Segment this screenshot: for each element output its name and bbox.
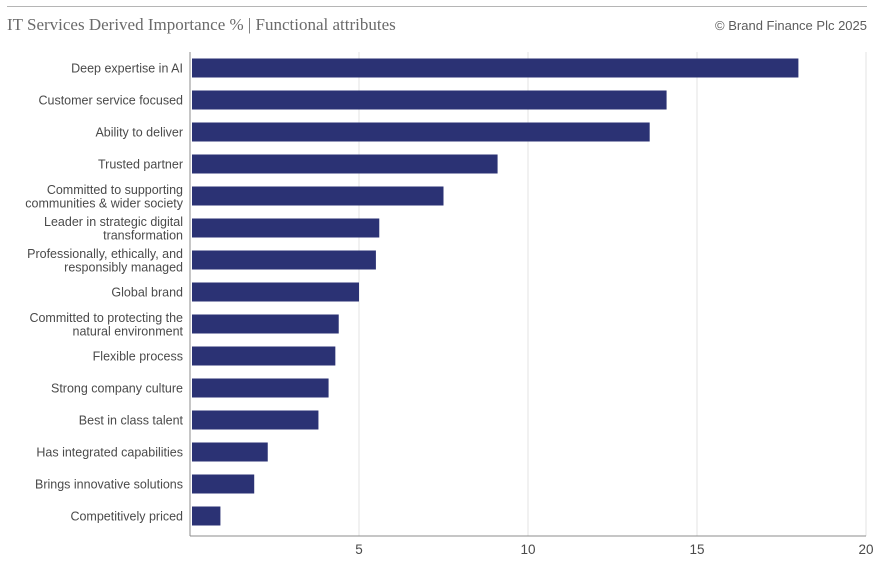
category-label: Brings innovative solutions (35, 478, 183, 492)
category-label: Flexible process (93, 350, 183, 364)
bar (192, 506, 221, 526)
bar (192, 474, 255, 494)
x-tick-label: 10 (520, 542, 535, 557)
bar (192, 378, 329, 398)
chart-title: IT Services Derived Importance % | Funct… (7, 15, 396, 34)
bar (192, 218, 380, 238)
category-label: Has integrated capabilities (36, 446, 183, 460)
category-label: Professionally, ethically, and responsibl… (27, 247, 183, 275)
bar (192, 250, 376, 270)
category-label: Committed to protecting the natural envir… (29, 311, 183, 339)
bar (192, 58, 799, 78)
category-label: Ability to deliver (95, 126, 183, 140)
copyright-credit: © Brand Finance Plc 2025 (715, 18, 867, 33)
category-label: Competitively priced (70, 510, 183, 524)
bar (192, 186, 444, 206)
category-label: Best in class talent (79, 414, 184, 428)
bar (192, 442, 268, 462)
bar (192, 314, 339, 334)
category-label: Global brand (111, 286, 183, 300)
x-tick-label: 20 (858, 542, 873, 557)
x-tick-label: 5 (355, 542, 363, 557)
category-label: Deep expertise in AI (71, 62, 183, 76)
bar (192, 154, 498, 174)
bar (192, 90, 667, 110)
bar (192, 122, 650, 142)
category-label: Strong company culture (51, 382, 183, 396)
bar (192, 410, 319, 430)
category-label: Committed to supporting communities & wid… (25, 183, 183, 211)
bar (192, 346, 336, 366)
category-label: Customer service focused (38, 94, 183, 108)
category-label: Leader in strategic digital transformatio… (44, 215, 183, 243)
category-label: Trusted partner (98, 158, 183, 172)
x-tick-label: 15 (689, 542, 704, 557)
top-rule (7, 6, 867, 7)
bar (192, 282, 359, 302)
